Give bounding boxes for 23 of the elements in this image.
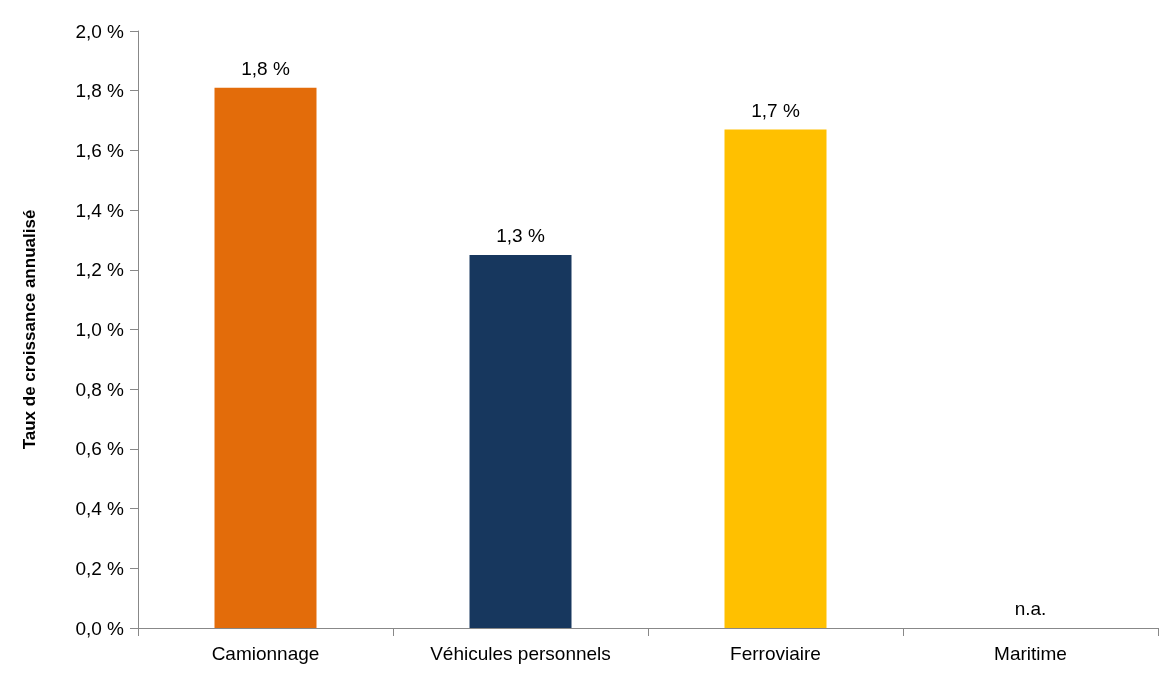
- y-tick-label: 1,2 %: [75, 259, 125, 281]
- y-tick-label: 0,8 %: [75, 378, 125, 400]
- y-axis-title: Taux de croissance annualisé: [20, 209, 39, 450]
- data-label: 1,7 %: [751, 99, 800, 121]
- x-tick-label: Véhicules personnels: [430, 643, 611, 664]
- y-tick-label: 1,0 %: [75, 319, 125, 340]
- y-tick-label: 2,0 %: [75, 20, 125, 42]
- bar: [214, 87, 317, 628]
- y-tick-label: 0,2 %: [75, 557, 125, 579]
- y-tick-label: 0,0 %: [75, 617, 125, 639]
- bar: [469, 254, 572, 628]
- x-tick-label: Camionnage: [211, 643, 320, 664]
- y-tick-label: 1,8 %: [75, 80, 125, 102]
- bar: [724, 129, 827, 628]
- text: n.a.: [1014, 598, 1047, 619]
- x-tick-label: Ferroviaire: [730, 643, 821, 664]
- y-tick-label: 1,4 %: [75, 199, 125, 221]
- x-tick-label: Maritime: [994, 643, 1067, 664]
- y-tick-label: 0,6 %: [75, 438, 125, 460]
- data-label: 1,3 %: [496, 224, 545, 246]
- y-tick-label: 0,4 %: [75, 498, 125, 520]
- data-label: 1,8 %: [241, 57, 290, 79]
- y-tick-label: 1,6 %: [75, 139, 125, 161]
